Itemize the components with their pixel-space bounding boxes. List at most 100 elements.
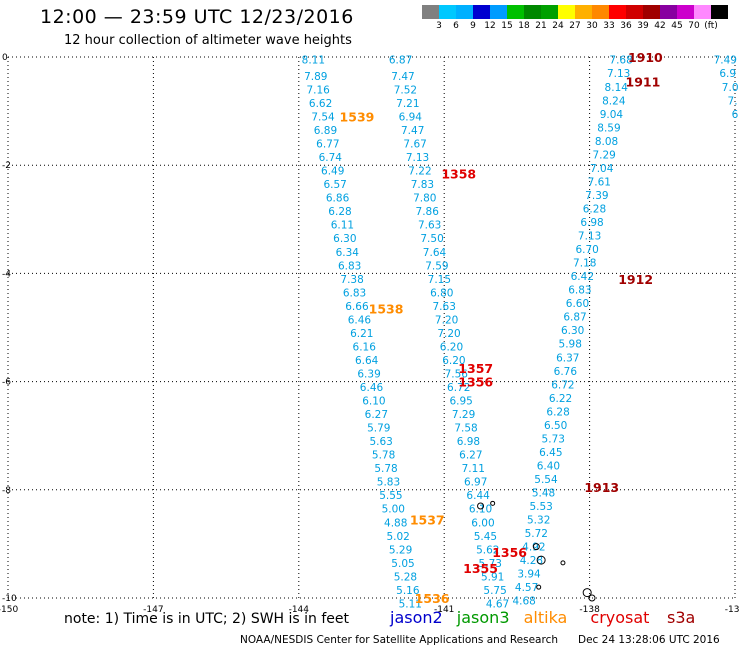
wave-height-value: 6.34 (336, 247, 360, 259)
footer-note: note: 1) Time is in UTC; 2) SWH is in fe… (64, 611, 350, 627)
wave-height-value: 6.64 (355, 355, 379, 367)
legend-label: 39 (637, 21, 649, 31)
wave-height-value: 7.16 (306, 84, 330, 96)
satellite-name: cryosat (590, 608, 650, 627)
wave-height-value: 6.30 (333, 233, 356, 245)
legend-label: 27 (569, 21, 581, 31)
wave-height-value: 5.63 (369, 436, 392, 448)
legend-swatch (677, 5, 694, 19)
wave-height-value: 5.53 (529, 501, 552, 513)
wave-height-value: 6.10 (362, 396, 385, 408)
wave-height-value: 5.28 (394, 571, 417, 583)
wave-height-value: 7.18 (573, 258, 596, 270)
pass-time-label: 1913 (584, 480, 619, 495)
wave-height-value: 5.78 (372, 450, 395, 462)
legend-swatch (422, 5, 439, 19)
satellite-name: jason2 (390, 608, 443, 627)
wave-height-value: 7.63 (433, 301, 456, 313)
wave-height-value: 6.98 (457, 436, 480, 448)
wave-height-value: 4.67 (486, 598, 509, 610)
wave-height-value: 6.30 (561, 325, 584, 337)
legend-label: 18 (518, 21, 530, 31)
wave-height-value: 5.78 (374, 463, 397, 475)
legend-swatch (490, 5, 507, 19)
pass-time-label: 1911 (626, 74, 661, 89)
wave-height-value: 6.76 (554, 366, 578, 378)
wave-height-value: 8.24 (602, 95, 626, 107)
wave-height-value: 6.37 (556, 352, 579, 364)
wave-height-value: 7.22 (408, 166, 431, 178)
wave-height-value: 7.29 (452, 409, 475, 421)
wave-height-value: 4.57 (515, 582, 538, 594)
wave-height-value: 6.60 (566, 298, 589, 310)
legend-swatch (541, 5, 558, 19)
legend-swatch (643, 5, 660, 19)
y-tick-label: -4 (2, 269, 11, 279)
legend-label: 15 (501, 21, 513, 31)
wave-height-value: 7.56 (445, 368, 469, 380)
wave-height-value: 6.46 (348, 314, 372, 326)
wave-height-value: 6.00 (471, 517, 494, 529)
map-title: 12:00 — 23:59 UTC 12/23/2016 (40, 6, 354, 28)
wave-height-value: 7.89 (304, 71, 327, 83)
pass-time-label: 1539 (340, 110, 375, 125)
legend-label: 9 (470, 21, 476, 31)
wave-height-value: 3.94 (517, 569, 541, 581)
island-outline (560, 560, 566, 566)
wave-height-value: 4.68 (512, 596, 535, 608)
wave-height-value: 5.00 (382, 504, 405, 516)
wave-height-value: 6.86 (326, 193, 350, 205)
wave-height-value: 6.98 (580, 217, 603, 229)
wave-height-value: 6.20 (442, 355, 465, 367)
legend-swatch (626, 5, 643, 19)
wave-height-value: 6.46 (360, 382, 384, 394)
pass-time-label: 1910 (628, 50, 663, 65)
pass-time-label: 1356 (458, 375, 493, 390)
wave-height-value: 6.83 (343, 287, 366, 299)
pass-time-label: 1358 (441, 166, 476, 181)
wave-height-value: 6.49 (321, 166, 344, 178)
wave-height-value: 7.64 (423, 247, 447, 259)
pass-time-label: 1355 (463, 561, 498, 576)
wave-height-value: 5.45 (474, 531, 497, 543)
satellite-name: jason3 (456, 608, 510, 627)
legend-swatch (660, 5, 677, 19)
wave-height-value: 5.05 (391, 558, 414, 570)
wave-height-value: 8.08 (595, 136, 618, 148)
island-outline (588, 594, 596, 602)
legend-swatch (609, 5, 626, 19)
x-tick-label: -147 (143, 605, 163, 615)
legend-label: 24 (552, 21, 564, 31)
wave-height-value: 5.11 (399, 598, 422, 610)
wave-height-value: 6.40 (537, 460, 560, 472)
legend-swatch (439, 5, 456, 19)
wave-height-value: 6.95 (449, 396, 472, 408)
x-tick-label: -150 (0, 605, 18, 615)
legend-label: 36 (620, 21, 632, 31)
x-tick-label: -144 (289, 605, 310, 615)
wave-height-value: 6.42 (571, 271, 594, 283)
wave-height-value: 7.13 (607, 68, 630, 80)
wave-height-value: 7.29 (592, 149, 615, 161)
island-outline (582, 588, 592, 598)
wave-height-value: 5.83 (377, 477, 400, 489)
wave-height-value: 7.80 (413, 193, 436, 205)
island-outline (536, 584, 542, 590)
map-subtitle: 12 hour collection of altimeter wave hei… (64, 33, 352, 48)
wave-height-value: 6.39 (357, 368, 380, 380)
wave-height-value: 7.39 (585, 190, 608, 202)
wave-height-value: 6 (732, 109, 739, 121)
wave-height-value: 7.11 (462, 463, 485, 475)
wave-height-value: 6.28 (328, 206, 351, 218)
satellite-name: altika (523, 608, 568, 627)
wave-height-value: 5.55 (379, 490, 402, 502)
legend-swatch (558, 5, 575, 19)
satellite-name: s3a (667, 608, 696, 627)
wave-height-value: 6.83 (338, 260, 361, 272)
wave-height-value: 7.59 (425, 260, 448, 272)
wave-height-value: 6.22 (549, 393, 572, 405)
wave-height-value: 7.68 (609, 55, 632, 67)
wave-height-value: 5.54 (534, 474, 558, 486)
wave-height-value: 5.73 (479, 558, 502, 570)
